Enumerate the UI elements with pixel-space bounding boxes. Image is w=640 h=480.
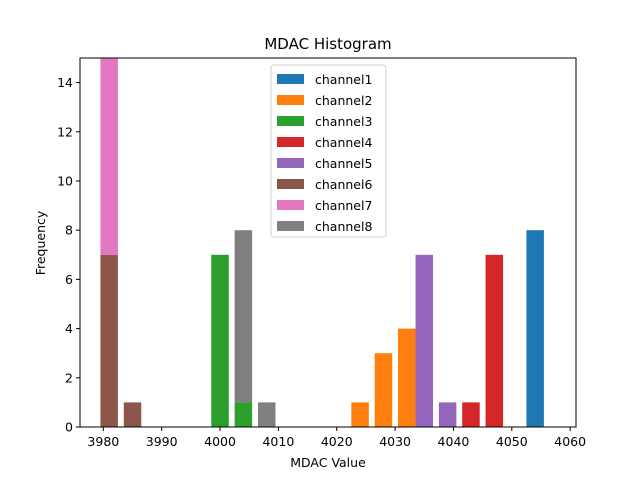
x-tick-label: 3980 [87,434,119,449]
x-tick-label: 4040 [438,434,470,449]
x-tick-label: 4030 [379,434,411,449]
x-tick-label: 4050 [496,434,528,449]
legend-swatch-channel3 [277,116,304,126]
y-tick-label: 6 [65,272,73,287]
bar-channel4-1 [485,254,504,427]
y-tick-label: 14 [57,75,73,90]
plot-frame [79,57,577,428]
chart-title: MDAC Histogram [264,35,391,53]
bar-channel6-0 [100,254,118,427]
legend-swatch-channel6 [277,179,304,189]
legend-label-channel4: channel4 [315,135,372,150]
bar-channel1-0 [526,230,544,427]
bar-channel3-1 [234,402,253,427]
legend-label-channel3: channel3 [315,114,372,129]
legend-swatch-channel7 [277,200,304,210]
y-tick-label: 4 [65,321,73,336]
x-tick-label: 4020 [321,434,353,449]
bar-channel2-0 [351,402,369,427]
bar-channel6-1 [123,402,142,427]
legend: channel1 channel2 channel3 channel4 channel5… [270,64,387,238]
bar-channel8-1 [257,402,276,427]
bar-channel8-0 [234,230,253,403]
bar-channel7-0 [100,58,118,255]
x-axis-ticks: 3980 3990 4000 4010 4020 4030 4040 4050 4060 [87,427,586,449]
legend-swatch-channel8 [277,221,304,231]
x-axis-label: MDAC Value [290,455,366,470]
legend-label-channel7: channel7 [315,198,372,213]
x-tick-label: 4000 [204,434,236,449]
y-tick-label: 0 [65,420,73,435]
y-tick-label: 10 [57,174,73,189]
legend-label-channel2: channel2 [315,93,372,108]
legend-swatch-channel1 [277,74,304,84]
legend-swatch-channel2 [277,95,304,105]
x-tick-label: 3990 [146,434,178,449]
y-tick-label: 8 [65,223,73,238]
bar-channel2-1 [374,353,393,427]
legend-label-channel5: channel5 [315,156,372,171]
legend-label-channel8: channel8 [315,219,372,234]
y-axis-label: Frequency [33,210,48,275]
x-tick-label: 4060 [554,434,586,449]
bar-channel5-0 [415,254,434,427]
y-axis-ticks: 0 2 4 6 8 10 12 14 [57,75,80,435]
legend-box [270,64,387,238]
bar-channel5-1 [438,402,457,427]
legend-label-channel1: channel1 [315,72,372,87]
bars-group [100,58,544,427]
bar-channel2-2 [398,328,416,427]
y-tick-label: 12 [57,124,73,139]
legend-label-channel6: channel6 [315,177,372,192]
bar-channel4-0 [462,402,480,427]
legend-swatch-channel5 [277,158,304,168]
legend-swatch-channel4 [277,137,304,147]
bar-channel3-0 [211,254,229,427]
y-tick-label: 2 [65,370,73,385]
x-tick-label: 4010 [262,434,294,449]
